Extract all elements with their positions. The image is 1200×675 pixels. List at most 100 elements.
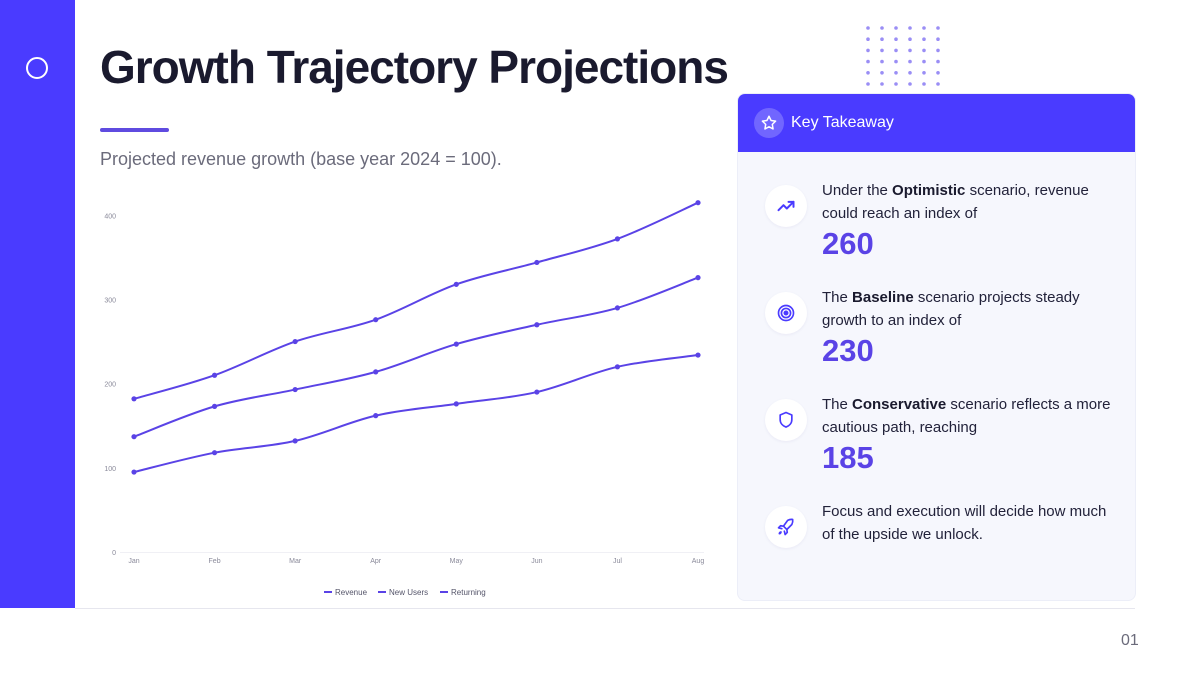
series-line-new-users xyxy=(133,276,699,438)
decoration-dot xyxy=(894,82,898,86)
x-tick-label: Apr xyxy=(370,558,382,565)
chart-subtitle: Projected revenue growth (base year 2024… xyxy=(100,149,502,169)
x-tick-label: Mar xyxy=(289,558,302,565)
data-point-returning xyxy=(614,236,621,242)
decoration-dot xyxy=(894,37,898,41)
key-takeaway-title: Key Takeaway xyxy=(791,114,894,131)
data-point-revenue xyxy=(534,389,540,395)
decoration-dot xyxy=(908,26,912,30)
decoration-dot xyxy=(894,26,898,30)
decoration-dot xyxy=(880,59,884,64)
data-point-revenue xyxy=(373,413,379,419)
footer-divider xyxy=(75,608,1135,609)
x-tick-label: May xyxy=(450,558,464,565)
data-point-returning xyxy=(373,317,379,323)
takeaway-text: The Baseline scenario projects steady gr… xyxy=(822,289,1080,329)
data-point-new-users xyxy=(695,275,701,281)
decoration-dot xyxy=(866,71,870,75)
data-point-revenue xyxy=(614,364,621,370)
decoration-dot xyxy=(866,59,870,64)
decoration-dot xyxy=(936,48,940,53)
y-tick-label: 200 xyxy=(104,382,116,389)
side-accent-bar xyxy=(0,0,75,608)
data-point-returning xyxy=(211,372,218,378)
decoration-dot xyxy=(908,59,912,64)
data-point-revenue xyxy=(211,450,218,456)
decoration-dot xyxy=(866,26,870,30)
data-point-new-users xyxy=(534,322,540,328)
x-tick-label: Feb xyxy=(209,558,221,565)
decoration-dot xyxy=(922,82,926,86)
data-point-revenue xyxy=(695,352,701,358)
data-point-new-users xyxy=(373,369,379,375)
legend-label-revenue: Revenue xyxy=(335,588,368,597)
decoration-dot xyxy=(936,82,940,86)
data-point-revenue xyxy=(131,469,137,475)
key-takeaway-header: Key Takeaway xyxy=(738,94,1135,152)
decoration-dot xyxy=(880,37,884,41)
decoration-dot xyxy=(936,71,940,75)
takeaway-text: The Conservative scenario reflects a mor… xyxy=(822,396,1111,436)
takeaway-text: Focus and execution will decide how much… xyxy=(822,503,1107,543)
rocket-icon xyxy=(765,506,807,548)
decoration-dot xyxy=(880,71,884,75)
decoration-dot xyxy=(880,48,884,53)
decoration-dot xyxy=(894,59,898,64)
dot-pattern-decoration xyxy=(866,26,940,86)
decoration-dot xyxy=(936,26,940,30)
trending-up-icon xyxy=(765,185,807,227)
decoration-dot xyxy=(866,48,870,53)
data-point-returning xyxy=(453,281,459,287)
decoration-dot xyxy=(880,82,884,86)
decoration-dot xyxy=(894,48,898,53)
data-point-returning xyxy=(292,338,298,345)
decoration-dot xyxy=(894,71,898,75)
data-point-new-users xyxy=(292,386,298,393)
data-point-new-users xyxy=(211,403,218,409)
x-tick-label: Jan xyxy=(128,558,139,565)
decoration-dot xyxy=(922,37,926,41)
legend-label-new-users: New Users xyxy=(389,588,428,597)
circle-icon xyxy=(26,57,48,79)
page-title: Growth Trajectory Projections xyxy=(100,41,729,93)
data-point-returning xyxy=(695,200,701,206)
data-point-revenue xyxy=(453,401,459,407)
y-tick-label: 400 xyxy=(104,213,116,220)
y-tick-label: 300 xyxy=(104,297,116,304)
takeaway-value: 230 xyxy=(822,333,874,368)
data-point-new-users xyxy=(453,341,459,347)
decoration-dot xyxy=(866,82,870,86)
decoration-dot xyxy=(908,37,912,41)
page-number: 01 xyxy=(1121,632,1139,649)
data-point-revenue xyxy=(292,438,298,444)
star-icon xyxy=(754,108,784,138)
decoration-dot xyxy=(922,71,926,75)
x-axis: Jan Feb Mar Apr May Jun Jul Aug xyxy=(128,558,704,565)
takeaway-text: Under the Optimistic scenario, revenue c… xyxy=(822,182,1089,222)
shield-icon xyxy=(765,399,807,441)
y-tick-label: 100 xyxy=(104,466,116,473)
data-point-returning xyxy=(131,396,137,402)
decoration-dot xyxy=(866,37,870,41)
y-axis: 0 100 200 300 400 xyxy=(104,213,116,557)
x-tick-label: Jun xyxy=(531,558,542,565)
decoration-dot xyxy=(922,48,926,53)
decoration-dot xyxy=(908,48,912,53)
decoration-dot xyxy=(880,26,884,30)
key-takeaway-card: Key Takeaway Under the Optimistic scenar… xyxy=(737,93,1136,601)
series-line-returning xyxy=(133,201,699,400)
takeaway-value: 185 xyxy=(822,440,874,475)
x-tick-label: Aug xyxy=(692,558,705,565)
data-point-new-users xyxy=(614,305,621,311)
y-tick-label: 0 xyxy=(112,550,116,557)
decoration-dot xyxy=(908,82,912,86)
data-point-returning xyxy=(534,259,540,266)
data-point-new-users xyxy=(131,434,137,440)
decoration-dot xyxy=(922,26,926,30)
title-underline xyxy=(100,128,169,132)
chart-legend: Revenue New Users Returning xyxy=(324,588,486,597)
series-line-revenue xyxy=(133,354,699,474)
takeaway-value: 260 xyxy=(822,226,874,261)
legend-label-returning: Returning xyxy=(451,588,486,597)
decoration-dot xyxy=(908,71,912,75)
